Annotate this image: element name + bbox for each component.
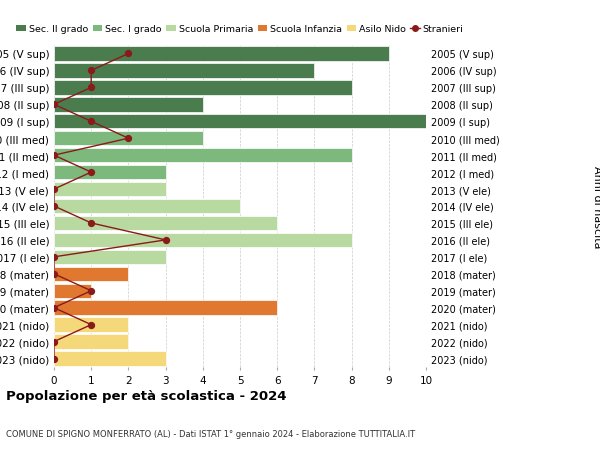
Bar (54, 199, 240, 214)
Point (86, 67, 96, 75)
Text: Popolazione per età scolastica - 2024: Popolazione per età scolastica - 2024 (6, 389, 287, 403)
Text: COMUNE DI SPIGNO MONFERRATO (AL) - Dati ISTAT 1° gennaio 2024 - Elaborazione TUT: COMUNE DI SPIGNO MONFERRATO (AL) - Dati … (6, 429, 415, 438)
Bar (54, 98, 203, 112)
Point (49, 270, 59, 278)
Bar (54, 216, 277, 231)
Point (86, 118, 96, 126)
Bar (54, 81, 352, 95)
Bar (54, 166, 166, 180)
Point (49, 338, 59, 346)
Bar (54, 335, 128, 349)
Bar (54, 301, 277, 315)
Point (161, 237, 170, 244)
Point (124, 135, 133, 143)
Bar (54, 183, 166, 197)
Bar (54, 47, 389, 62)
Point (86, 84, 96, 92)
Point (49, 254, 59, 261)
Point (86, 220, 96, 227)
Text: Anni di nascita: Anni di nascita (592, 165, 600, 248)
Point (49, 152, 59, 159)
Bar (54, 64, 314, 78)
Point (49, 355, 59, 363)
Point (49, 203, 59, 210)
Point (124, 50, 133, 58)
Point (86, 169, 96, 176)
Point (49, 101, 59, 109)
Bar (54, 318, 128, 332)
Bar (54, 284, 91, 298)
Bar (54, 267, 128, 281)
Bar (54, 149, 352, 163)
Legend: Sec. II grado, Sec. I grado, Scuola Primaria, Scuola Infanzia, Asilo Nido, Stran: Sec. II grado, Sec. I grado, Scuola Prim… (13, 22, 467, 38)
Bar (54, 132, 203, 146)
Point (49, 304, 59, 312)
Bar (54, 233, 352, 247)
Bar (54, 352, 166, 366)
Point (49, 186, 59, 193)
Point (86, 287, 96, 295)
Bar (54, 250, 166, 264)
Bar (54, 115, 426, 129)
Point (86, 321, 96, 329)
